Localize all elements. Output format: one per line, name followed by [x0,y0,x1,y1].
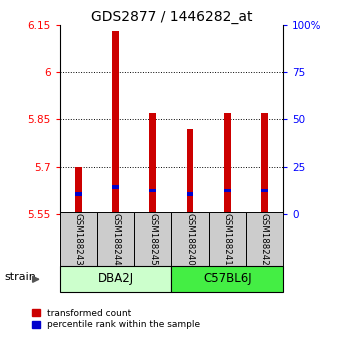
Bar [75,167,81,214]
Text: C57BL6J: C57BL6J [203,272,252,285]
Legend: transformed count, percentile rank within the sample: transformed count, percentile rank withi… [32,309,200,329]
Text: GSM188243: GSM188243 [74,213,83,266]
Bar [224,189,231,192]
Bar [209,212,246,267]
Text: GSM188241: GSM188241 [223,213,232,266]
Text: DBA2J: DBA2J [98,272,134,285]
Bar [224,113,231,214]
Bar [171,266,283,292]
Bar [246,212,283,267]
Bar [261,189,268,192]
Text: GSM188245: GSM188245 [148,213,157,266]
Bar [149,189,156,192]
Bar [171,212,209,267]
Bar [97,212,134,267]
Text: GSM188244: GSM188244 [111,213,120,266]
Title: GDS2877 / 1446282_at: GDS2877 / 1446282_at [91,10,252,24]
Bar [261,113,268,214]
Bar [187,192,193,195]
Text: strain: strain [5,273,36,282]
Bar [60,266,172,292]
Bar [187,129,193,214]
Bar [112,185,119,189]
Bar [75,192,81,195]
Bar [149,113,156,214]
Text: GSM188242: GSM188242 [260,213,269,266]
Text: GSM188240: GSM188240 [186,213,194,266]
Bar [60,212,97,267]
Bar [134,212,171,267]
Bar [112,31,119,214]
